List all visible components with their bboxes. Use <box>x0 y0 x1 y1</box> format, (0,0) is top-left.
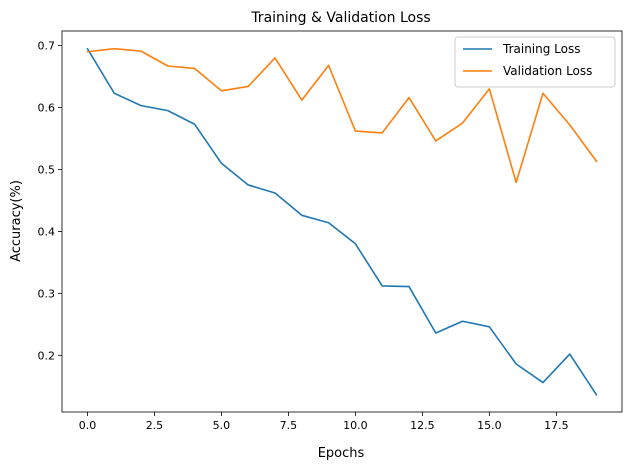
x-tick-label: 17.5 <box>544 419 569 432</box>
legend-label-training-loss: Training Loss <box>502 42 580 56</box>
x-tick-label: 5.0 <box>213 419 231 432</box>
legend-label-validation-loss: Validation Loss <box>503 64 592 78</box>
y-tick-label: 0.3 <box>38 287 56 300</box>
x-axis-label: Epochs <box>318 446 365 461</box>
x-tick-label: 15.0 <box>477 419 502 432</box>
chart-title: Training & Validation Loss <box>250 10 430 26</box>
x-tick-label: 0.0 <box>79 419 97 432</box>
x-tick-label: 10.0 <box>343 419 368 432</box>
y-tick-label: 0.2 <box>38 349 56 362</box>
y-tick-label: 0.5 <box>38 163 56 176</box>
y-axis-label: Accuracy(%) <box>9 180 24 262</box>
x-tick-label: 7.5 <box>280 419 298 432</box>
x-tick-label: 12.5 <box>410 419 435 432</box>
y-tick-label: 0.4 <box>38 225 56 238</box>
legend: Training Loss Validation Loss <box>455 37 615 87</box>
y-tick-label: 0.6 <box>38 102 56 115</box>
x-tick-label: 2.5 <box>146 419 164 432</box>
y-tick-label: 0.7 <box>38 40 56 53</box>
